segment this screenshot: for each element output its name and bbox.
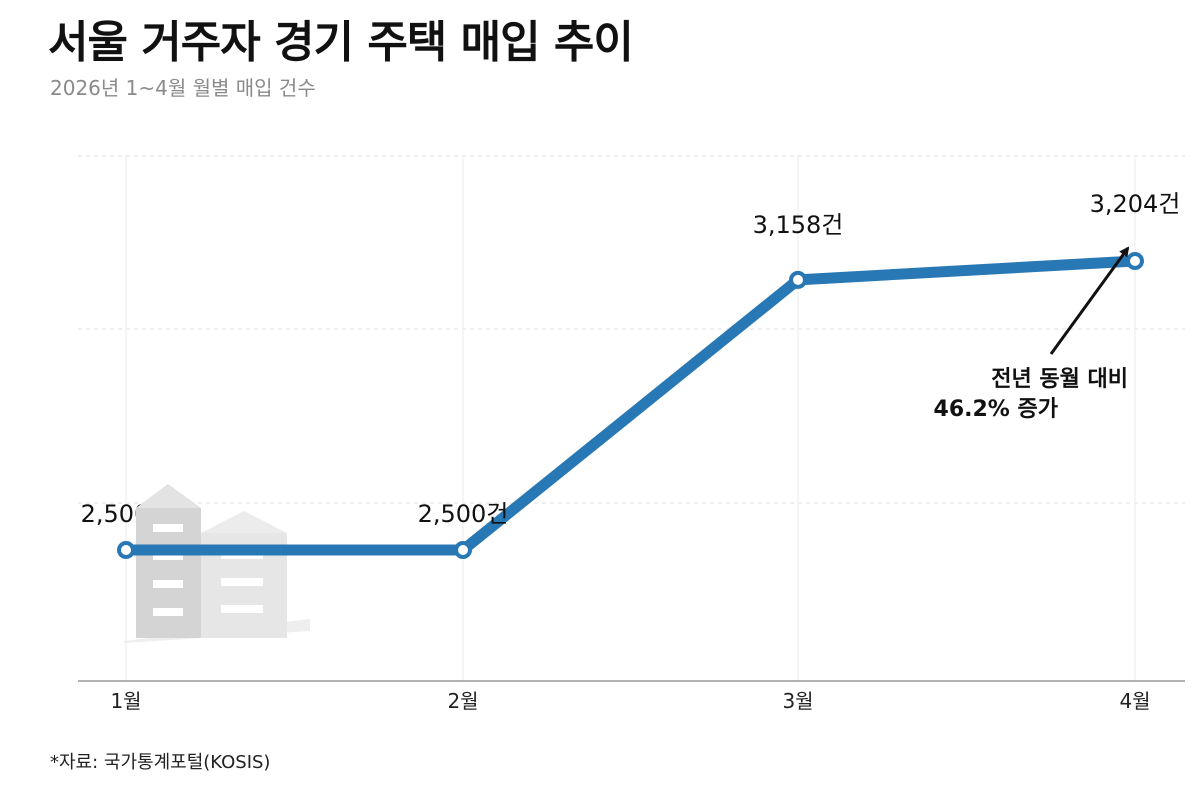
building-window xyxy=(153,524,183,532)
building-window xyxy=(221,605,263,613)
data-label-4: 3,204건 xyxy=(1090,190,1181,218)
series-line xyxy=(120,255,1141,556)
annotation-arrow xyxy=(1049,246,1130,355)
x-tick-label-3: 3월 xyxy=(782,689,813,713)
source-note: *자료: 국가통계포털(KOSIS) xyxy=(50,752,271,773)
x-tick-label-2: 2월 xyxy=(447,689,478,713)
building-window xyxy=(153,552,183,560)
chart-title: 서울 거주자 경기 주택 매입 추이 xyxy=(48,17,634,68)
data-point-1 xyxy=(117,541,135,559)
building-window xyxy=(153,580,183,588)
building-back-roof xyxy=(201,511,287,533)
data-point-3 xyxy=(789,270,807,289)
data-point-2 xyxy=(454,541,472,559)
x-tick-label-1: 1월 xyxy=(110,689,141,713)
building-window xyxy=(153,608,183,616)
annotation-line-2: 46.2% 증가 xyxy=(934,397,1058,422)
data-label-2: 2,500건 xyxy=(418,500,509,528)
data-label-3: 3,158건 xyxy=(753,211,844,239)
grid-layer xyxy=(78,155,1185,682)
annotation-line-1: 전년 동월 대비 xyxy=(991,367,1128,392)
annotation: 전년 동월 대비 46.2% 증가 xyxy=(934,246,1130,422)
x-tick-label-4: 4월 xyxy=(1119,689,1150,713)
chart-subtitle: 2026년 1~4월 월별 매입 건수 xyxy=(50,76,316,100)
building-window xyxy=(221,578,263,586)
data-point-4 xyxy=(1126,252,1144,270)
series-layer xyxy=(117,252,1144,559)
building-front-roof-overlap xyxy=(136,484,201,508)
